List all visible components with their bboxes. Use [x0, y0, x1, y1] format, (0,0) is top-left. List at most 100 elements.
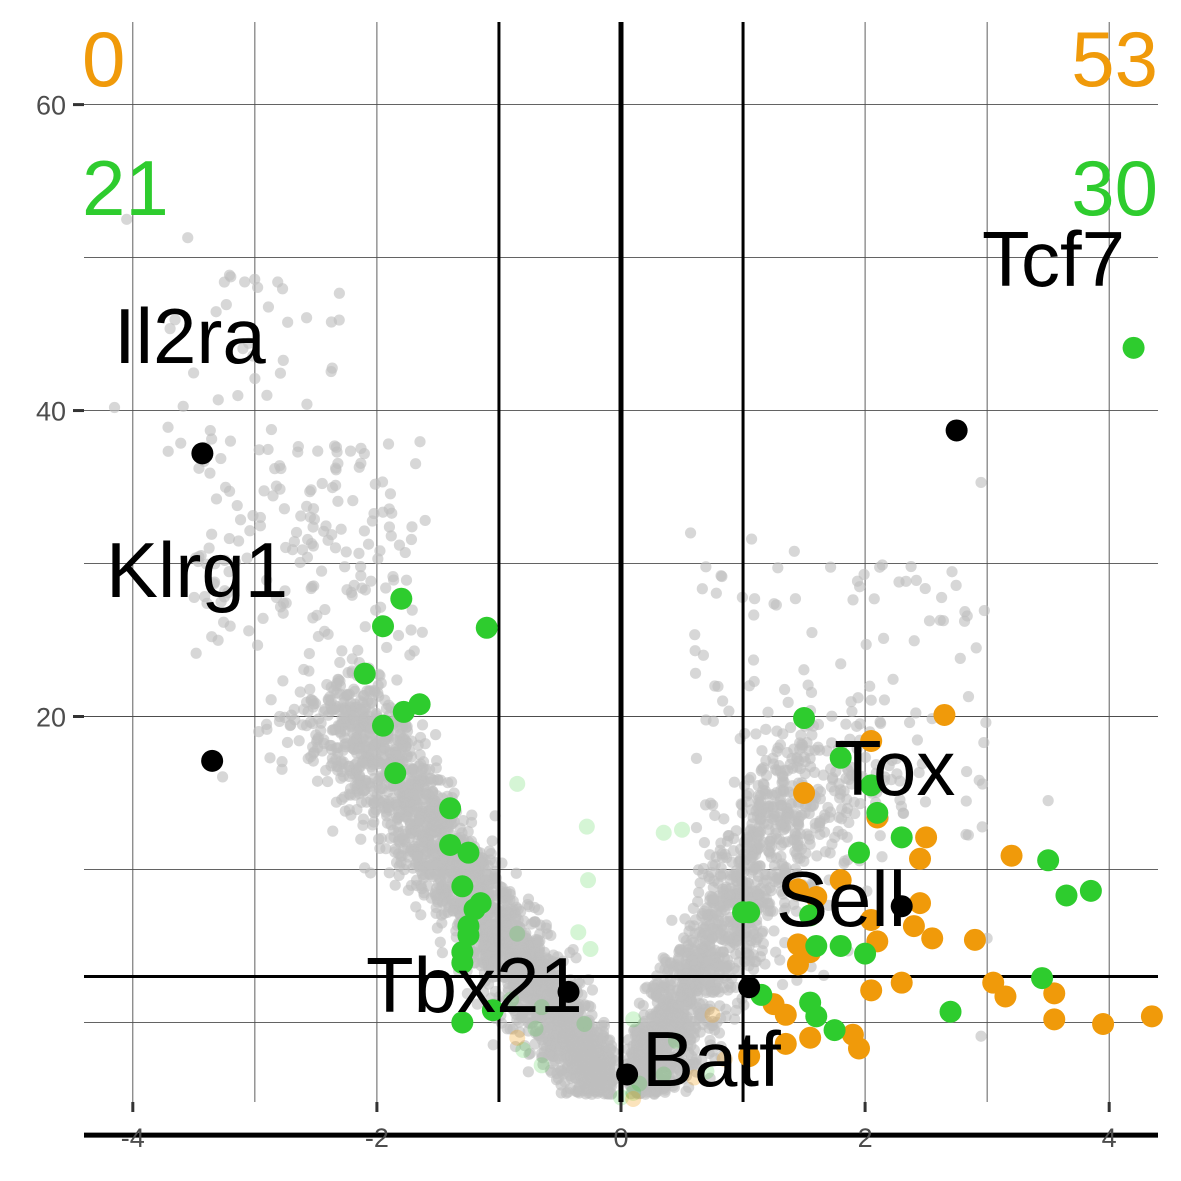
- background-point: [919, 582, 931, 595]
- background-point: [217, 616, 230, 628]
- background-point: [976, 821, 988, 833]
- background-point: [553, 1050, 565, 1062]
- background-point: [704, 1072, 716, 1084]
- orange-point: [799, 1026, 822, 1049]
- background-point: [710, 587, 722, 599]
- background-point: [826, 710, 838, 722]
- background-point: [279, 711, 291, 723]
- background-point: [224, 435, 237, 447]
- background-point: [336, 645, 348, 657]
- background-point: [318, 706, 330, 718]
- background-point: [434, 936, 446, 948]
- background-point: [860, 638, 872, 651]
- background-point: [717, 695, 729, 707]
- background-point: [718, 982, 730, 994]
- background-point: [408, 764, 420, 776]
- background-point: [717, 868, 729, 880]
- background-point: [326, 752, 338, 764]
- background-point: [218, 276, 230, 288]
- background-point: [462, 826, 474, 838]
- background-point: [264, 752, 276, 764]
- background-point: [277, 675, 289, 687]
- background-point: [339, 805, 351, 817]
- background-point: [960, 795, 972, 807]
- highlight-point-batf: [616, 1063, 639, 1086]
- background-point: [923, 615, 936, 627]
- green-point: [353, 662, 376, 685]
- background-point: [358, 448, 370, 460]
- background-point: [532, 1030, 545, 1042]
- background-point: [698, 836, 711, 849]
- background-point: [373, 784, 386, 796]
- gene-label-tcf7: Tcf7: [982, 215, 1125, 303]
- background-point: [311, 775, 324, 787]
- background-point: [515, 963, 527, 975]
- background-point: [715, 570, 727, 582]
- background-point: [370, 604, 382, 616]
- green-point: [392, 700, 415, 723]
- background-point: [300, 312, 313, 324]
- orange-point: [1000, 844, 1023, 867]
- background-point: [368, 797, 380, 809]
- orange-point: [890, 971, 913, 994]
- background-point: [348, 579, 360, 591]
- background-point: [468, 872, 481, 884]
- background-point: [384, 804, 396, 816]
- background-point: [405, 533, 418, 546]
- background-point: [289, 714, 301, 726]
- background-point: [760, 723, 772, 735]
- background-point: [204, 467, 216, 479]
- background-point: [537, 1058, 549, 1071]
- background-point: [257, 612, 269, 625]
- background-point: [190, 647, 202, 659]
- background-point: [770, 763, 782, 776]
- background-point: [327, 825, 339, 837]
- background-point: [768, 925, 780, 937]
- background-point: [353, 769, 366, 782]
- background-point: [764, 839, 776, 851]
- background-point: [281, 736, 294, 749]
- background-point: [437, 879, 449, 892]
- background-point: [416, 719, 429, 731]
- count-top-left-orange: 0: [82, 15, 125, 103]
- background-point: [980, 716, 992, 729]
- background-point: [359, 621, 371, 633]
- background-point: [430, 729, 442, 741]
- background-point: [730, 870, 743, 882]
- orange-point: [786, 953, 809, 976]
- background-point: [506, 962, 518, 974]
- background-point: [978, 604, 990, 617]
- background-point: [531, 993, 543, 1005]
- background-point: [296, 544, 309, 556]
- green-point: [854, 942, 877, 965]
- background-point: [555, 1087, 567, 1099]
- background-point: [707, 923, 719, 935]
- background-point: [212, 394, 224, 406]
- background-point: [500, 994, 513, 1006]
- green-point: [451, 875, 474, 898]
- background-point: [749, 593, 761, 605]
- background-point: [854, 581, 866, 593]
- background-point: [759, 869, 771, 881]
- background-point: [865, 694, 877, 706]
- background-point: [204, 424, 216, 437]
- background-point: [380, 843, 392, 855]
- background-point: [372, 553, 384, 565]
- background-point: [794, 743, 806, 756]
- background-point: [577, 1016, 589, 1028]
- background-point: [707, 715, 719, 727]
- background-point: [557, 1010, 570, 1022]
- background-point: [513, 945, 525, 957]
- background-point: [696, 583, 708, 595]
- background-point: [516, 931, 529, 944]
- orange-point: [933, 703, 956, 726]
- background-point: [745, 771, 757, 784]
- background-point: [910, 574, 922, 586]
- background-point: [717, 946, 729, 958]
- background-point: [348, 683, 360, 695]
- background-point: [177, 400, 189, 412]
- background-point: [295, 510, 307, 522]
- background-point: [357, 813, 370, 825]
- background-point: [770, 946, 782, 958]
- orange-point: [963, 928, 986, 951]
